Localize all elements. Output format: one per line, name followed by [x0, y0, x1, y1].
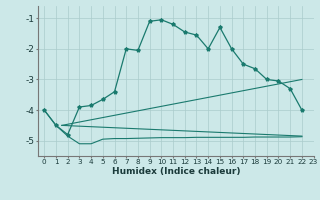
- X-axis label: Humidex (Indice chaleur): Humidex (Indice chaleur): [112, 167, 240, 176]
